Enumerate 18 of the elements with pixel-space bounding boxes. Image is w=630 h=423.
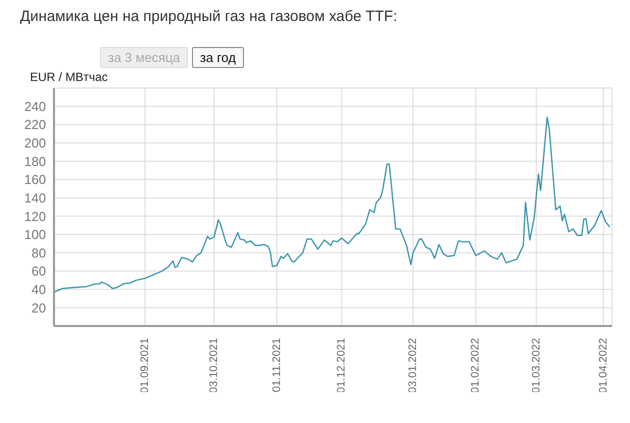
y-tick-label: 20 xyxy=(32,300,46,316)
y-tick-label: 220 xyxy=(24,117,46,132)
y-tick-label: 60 xyxy=(32,264,46,279)
y-tick-label: 140 xyxy=(24,190,46,206)
y-tick-label: 120 xyxy=(24,208,46,224)
y-tick-label: 240 xyxy=(24,98,46,114)
line-series xyxy=(54,116,610,293)
x-tick-label: 01.11.2021 xyxy=(270,338,283,392)
period-button: за 3 месяца xyxy=(100,47,188,68)
chart-title: Динамика цен на природный газ на газовом хабе TTF: xyxy=(20,8,398,25)
y-tick-label: 160 xyxy=(24,172,46,188)
period-button: за год xyxy=(192,47,244,68)
y-tick-label: 40 xyxy=(32,282,46,297)
y-tick-label: 100 xyxy=(24,227,46,242)
y-axis-title: EUR / MBтчас xyxy=(30,70,108,84)
y-tick-label: 180 xyxy=(24,154,46,169)
y-tick-label: 200 xyxy=(24,136,46,151)
y-tick-label: 80 xyxy=(32,245,46,260)
